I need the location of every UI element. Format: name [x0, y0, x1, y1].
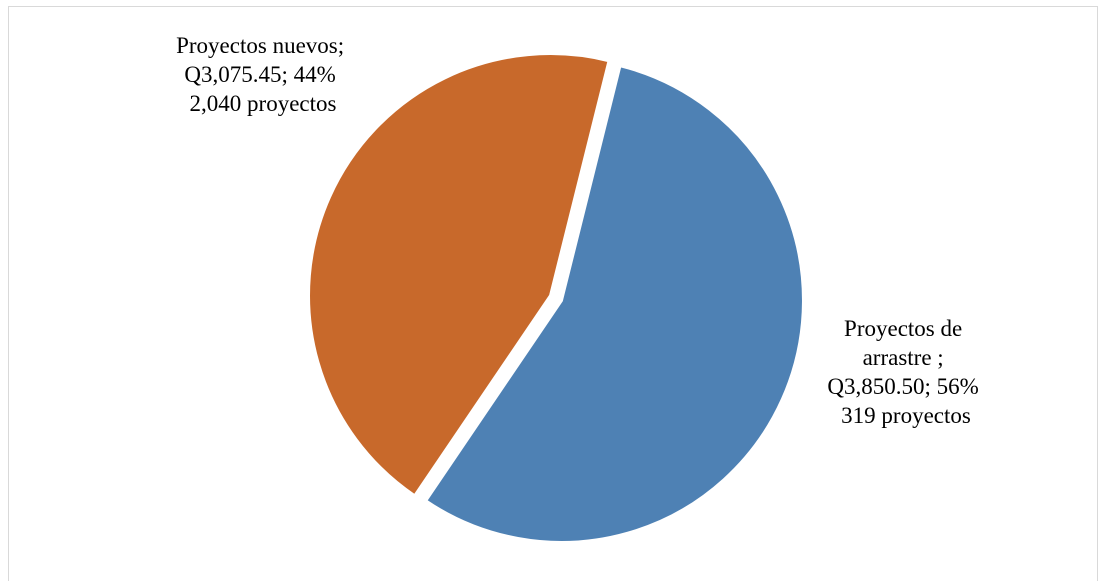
label-line: Q3,850.50; 56%	[827, 374, 978, 399]
slice-proyectos-de-arrastre	[423, 63, 805, 544]
pie-slices	[307, 52, 805, 544]
label-proyectos-nuevos: Proyectos nuevos; Q3,075.45; 44% 2,040 p…	[176, 33, 350, 116]
label-line: Proyectos nuevos;	[176, 33, 344, 58]
label-line: 319 proyectos	[841, 403, 971, 428]
label-line: arrastre ;	[863, 345, 944, 370]
label-proyectos-de-arrastre: Proyectos de arrastre ; Q3,850.50; 56% 3…	[827, 316, 984, 428]
label-line: Proyectos de	[844, 316, 962, 341]
slice-proyectos-nuevos	[307, 52, 611, 498]
label-line: 2,040 proyectos	[190, 91, 337, 116]
label-line: Q3,075.45; 44%	[184, 62, 335, 87]
